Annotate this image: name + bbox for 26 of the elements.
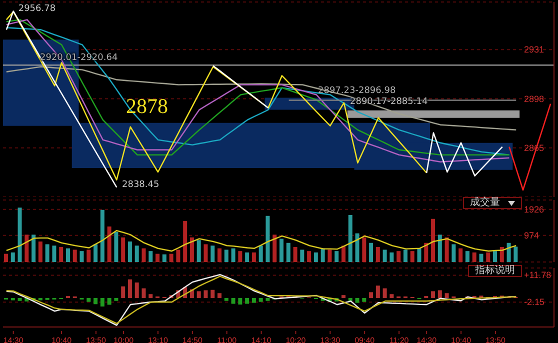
y-tick-label: -2.15: [524, 297, 545, 308]
annotation: 2878: [126, 94, 168, 118]
y-tick-label: 2931: [524, 44, 544, 55]
y-tick-label: 1926: [524, 204, 544, 214]
x-tick-label: 13:30: [320, 336, 341, 343]
x-tick-label: 10:20: [286, 336, 306, 343]
x-tick-label: 10:00: [114, 336, 134, 343]
x-tick-label: 13:50: [485, 336, 506, 343]
annotation: 2956.78: [18, 4, 56, 16]
x-tick-label: 13:50: [86, 336, 107, 343]
chart-title: 指标说明: [475, 265, 515, 276]
x-tick-label: 14:30: [416, 336, 438, 343]
x-tick-label: 11:00: [217, 336, 238, 343]
annotation: 2838.45: [122, 180, 160, 191]
x-tick-label: 11:20: [389, 336, 410, 343]
y-tick-label: +11.78: [524, 270, 552, 280]
x-tick-label: 14:50: [182, 336, 203, 343]
chart-title: 成交量: [470, 197, 500, 208]
x-tick-label: 13:10: [148, 336, 169, 343]
x-tick-label: 09:40: [354, 336, 376, 343]
x-tick-label: 10:40: [52, 336, 72, 343]
x-tick-label: 14:30: [3, 336, 24, 343]
x-tick-label: 10:40: [451, 336, 472, 343]
y-tick-label: 974: [524, 230, 540, 240]
x-tick-label: 14:10: [251, 336, 272, 343]
y-tick-label: 2898: [524, 94, 544, 104]
